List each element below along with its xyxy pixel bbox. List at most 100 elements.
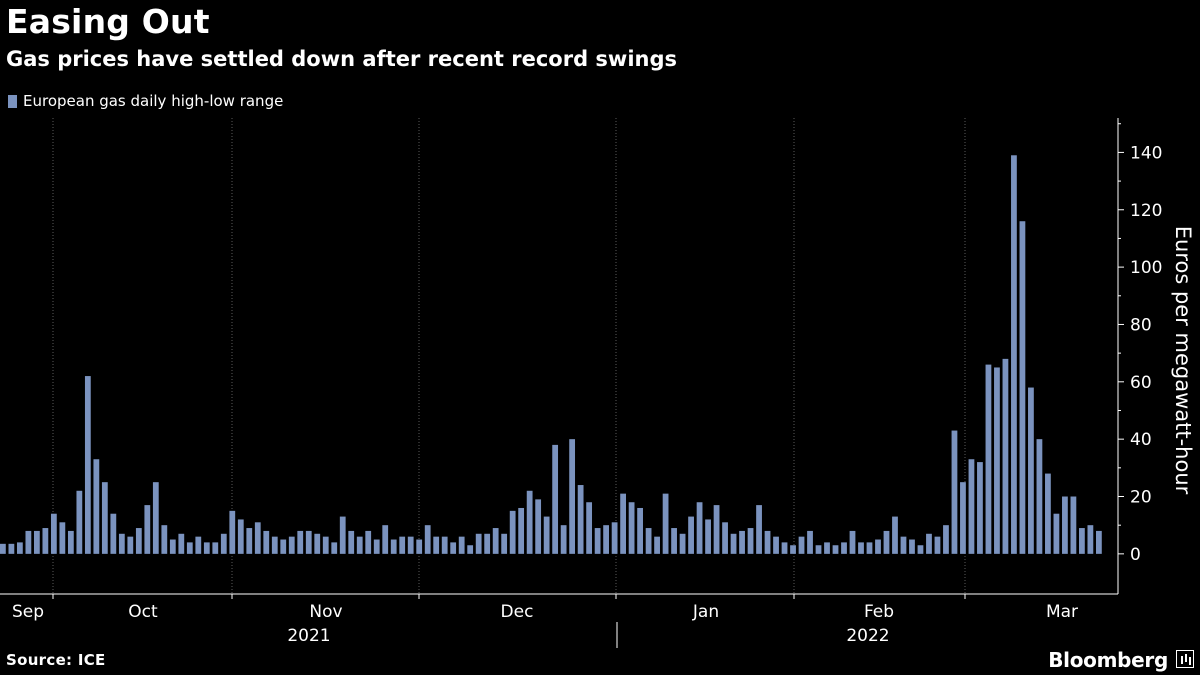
y-tick-label: 40 [1130,430,1152,450]
bar [76,490,83,554]
bar [356,536,363,554]
bar [807,530,813,554]
bar [756,505,762,554]
bar [178,533,185,554]
bar [866,542,873,554]
bar [696,502,703,554]
bar [764,530,771,554]
bar [433,536,440,554]
x-tick-label: Feb [864,602,894,622]
bar [424,525,431,554]
bar [798,536,805,554]
bar [348,530,355,554]
y-tick-label: 60 [1130,373,1152,393]
bar [229,510,236,554]
bar [467,545,474,554]
bar [594,528,601,554]
y-tick-label: 80 [1130,315,1152,335]
bar [484,533,491,554]
bar [212,542,219,554]
bar [577,485,584,554]
bar [1070,496,1077,554]
bar [365,530,372,554]
bar [671,528,677,554]
bar [688,516,694,554]
bar [739,530,745,554]
bar [518,507,525,554]
bar [994,367,1000,554]
y-tick-label: 140 [1130,143,1162,163]
bar [1019,221,1026,554]
bar [645,528,652,554]
bar [390,539,397,554]
bar [297,530,304,554]
x-tick-label: Dec [501,602,534,622]
bar [586,502,593,554]
bar [42,528,49,554]
bar [892,516,898,554]
bar [118,533,125,554]
bar [960,482,966,554]
bar [977,462,983,554]
bar [169,539,176,554]
bar [1079,528,1085,554]
bar [875,539,881,554]
bar [237,519,244,554]
bar [1096,530,1102,554]
bar [773,536,779,554]
bar [458,536,465,554]
bar [883,530,890,554]
bar [152,482,159,554]
bar [101,482,108,554]
bar [543,516,550,554]
bar [67,530,74,554]
bar [722,522,728,554]
bar [917,545,924,554]
x-tick-label: Oct [128,602,158,622]
bar [781,542,788,554]
bar [399,536,406,554]
bar [849,530,856,554]
year-label: 2021 [287,626,330,646]
bar [492,528,499,554]
bar [832,545,839,554]
x-tick-label: Jan [692,602,719,622]
bar [93,459,100,554]
bar [263,530,270,554]
bar [679,533,686,554]
bar [569,439,576,554]
bar [407,536,414,554]
bar [254,522,261,554]
bar [943,525,949,554]
bar [161,525,168,554]
bar [382,525,389,554]
bar [8,543,15,554]
bar [747,528,754,554]
bar [985,364,992,554]
bar [705,519,711,554]
y-tick-label: 120 [1130,201,1162,221]
x-tick-label: Nov [309,602,342,622]
brand-logo: Bloomberg [1048,648,1168,672]
bar [135,528,142,554]
bar [790,545,796,554]
bar [373,539,380,554]
bar [441,536,448,554]
x-tick-label: Sep [12,602,44,622]
y-tick-label: 100 [1130,258,1162,278]
legend-swatch [8,94,17,108]
bar [620,493,626,554]
bar [654,536,660,554]
bar [314,533,321,554]
bar [203,542,210,554]
bar [475,533,482,554]
legend-label: European gas daily high-low range [23,92,284,110]
bar [416,539,423,554]
bar [84,376,91,554]
bar [271,536,278,554]
x-tick-label: Mar [1046,602,1078,622]
bar [1036,439,1043,554]
bar [110,513,117,554]
bar [509,510,516,554]
